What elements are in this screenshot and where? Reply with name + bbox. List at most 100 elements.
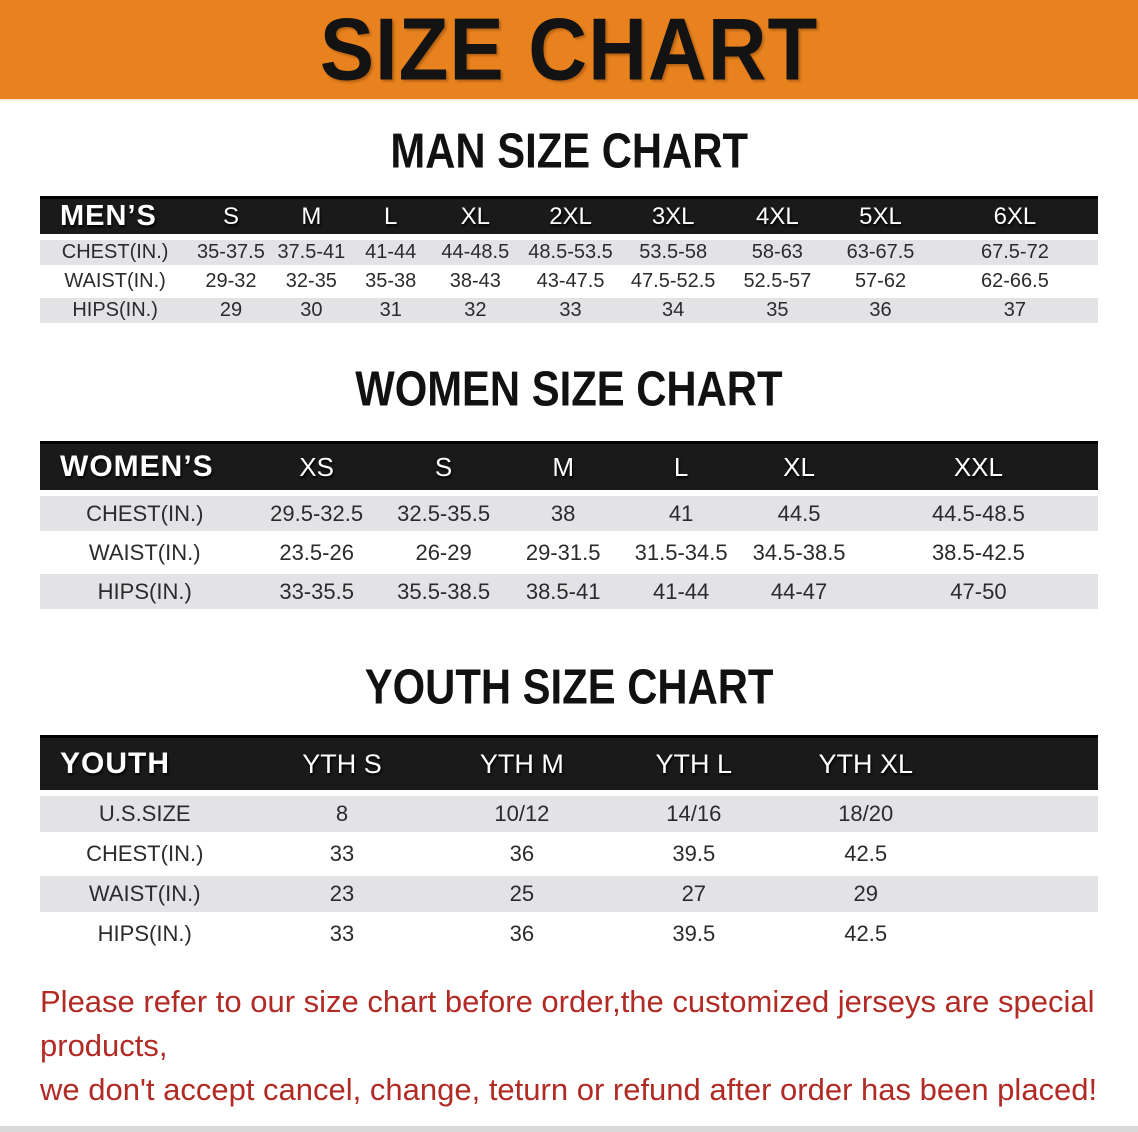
size-cell: 42.5 — [778, 836, 953, 876]
size-cell: 47-50 — [858, 574, 1098, 613]
filler-cell — [953, 876, 1098, 916]
size-cell: 29-31.5 — [503, 535, 623, 574]
size-cell: 35.5-38.5 — [383, 574, 504, 613]
filler-cell — [953, 796, 1098, 836]
size-cell: 33 — [249, 836, 435, 876]
size-cell: 41-44 — [622, 574, 740, 613]
size-cell: 35 — [725, 298, 830, 327]
size-cell: 32.5-35.5 — [383, 496, 504, 535]
women-section-heading: WOMEN SIZE CHART — [355, 362, 783, 417]
table-label: MEN’S — [40, 199, 191, 240]
youth-section-heading: YOUTH SIZE CHART — [364, 660, 774, 715]
row-label: CHEST(IN.) — [40, 836, 250, 876]
size-cell: 58-63 — [725, 240, 830, 269]
size-cell: 33-35.5 — [249, 574, 384, 613]
filler-cell — [953, 836, 1098, 876]
column-header: 3XL — [620, 199, 726, 240]
size-cell: 44-48.5 — [430, 240, 521, 269]
size-cell: 23 — [249, 876, 435, 916]
column-header: M — [271, 199, 352, 240]
youth-size-table: YOUTH YTH S YTH M YTH L YTH XL U.S.SIZE 8 10/1… — [40, 735, 1098, 956]
table-row: WAIST(IN.) 29-32 32-35 35-38 38-43 43-47.5 47.… — [40, 269, 1098, 298]
size-cell: 29-32 — [190, 269, 272, 298]
size-cell: 37 — [931, 298, 1098, 327]
column-header: YTH XL — [778, 738, 953, 796]
size-cell: 27 — [609, 876, 779, 916]
size-cell: 32-35 — [271, 269, 352, 298]
size-cell: 43-47.5 — [520, 269, 621, 298]
size-cell: 44-47 — [739, 574, 859, 613]
size-cell: 23.5-26 — [249, 535, 384, 574]
table-label: WOMEN’S — [40, 444, 250, 496]
youth-header-row: YOUTH YTH S YTH M YTH L YTH XL — [40, 738, 1098, 796]
size-cell: 36 — [434, 916, 610, 956]
size-cell: 39.5 — [609, 916, 779, 956]
size-cell: 36 — [434, 836, 610, 876]
size-cell: 30 — [271, 298, 352, 327]
youth-size-table-wrap: YOUTH YTH S YTH M YTH L YTH XL U.S.SIZE 8 10/1… — [40, 735, 1098, 956]
men-section-heading: MAN SIZE CHART — [390, 124, 748, 179]
filler-cell — [953, 738, 1098, 796]
size-cell: 31 — [351, 298, 431, 327]
table-label: YOUTH — [40, 738, 250, 796]
size-cell: 38.5-41 — [503, 574, 623, 613]
size-cell: 36 — [829, 298, 932, 327]
column-header: 6XL — [931, 199, 1098, 240]
table-row: HIPS(IN.) 29 30 31 32 33 34 35 36 37 — [40, 298, 1098, 327]
size-cell: 39.5 — [609, 836, 779, 876]
size-cell: 44.5-48.5 — [858, 496, 1098, 535]
size-cell: 52.5-57 — [725, 269, 830, 298]
size-cell: 34 — [620, 298, 726, 327]
women-size-table: WOMEN’S XS S M L XL XXL CHEST(IN.) 29.5-32.5 32.… — [40, 441, 1098, 613]
size-cell: 53.5-58 — [620, 240, 726, 269]
column-header: 2XL — [520, 199, 621, 240]
size-cell: 38-43 — [430, 269, 521, 298]
row-label: HIPS(IN.) — [40, 574, 250, 613]
column-header: XXL — [858, 444, 1098, 496]
men-size-table-wrap: MEN’S S M L XL 2XL 3XL 4XL 5XL 6XL CHEST(IN.) 35-3… — [40, 196, 1098, 327]
table-row: U.S.SIZE 8 10/12 14/16 18/20 — [40, 796, 1098, 836]
size-cell: 44.5 — [739, 496, 859, 535]
row-label: CHEST(IN.) — [40, 240, 191, 269]
size-cell: 25 — [434, 876, 610, 916]
size-cell: 26-29 — [383, 535, 504, 574]
size-cell: 29 — [778, 876, 953, 916]
size-cell: 14/16 — [609, 796, 779, 836]
column-header: YTH M — [434, 738, 610, 796]
size-cell: 33 — [249, 916, 435, 956]
row-label: HIPS(IN.) — [40, 298, 191, 327]
disclaimer-line-1: Please refer to our size chart before or… — [40, 984, 1095, 1063]
size-cell: 41 — [622, 496, 740, 535]
column-header: 4XL — [725, 199, 830, 240]
size-chart-banner: SIZE CHART — [0, 0, 1138, 101]
row-label: CHEST(IN.) — [40, 496, 250, 535]
row-label: WAIST(IN.) — [40, 876, 250, 916]
column-header: YTH L — [609, 738, 779, 796]
column-header: S — [190, 199, 272, 240]
disclaimer-note: Please refer to our size chart before or… — [40, 980, 1098, 1112]
size-cell: 38 — [503, 496, 623, 535]
women-header-row: WOMEN’S XS S M L XL XXL — [40, 444, 1098, 496]
size-cell: 47.5-52.5 — [620, 269, 726, 298]
women-size-table-wrap: WOMEN’S XS S M L XL XXL CHEST(IN.) 29.5-32.5 32.… — [40, 441, 1098, 613]
size-cell: 67.5-72 — [931, 240, 1098, 269]
size-cell: 32 — [430, 298, 521, 327]
bottom-edge-strip — [0, 1126, 1138, 1132]
table-row: HIPS(IN.) 33-35.5 35.5-38.5 38.5-41 41-44 44-… — [40, 574, 1098, 613]
column-header: XL — [430, 199, 521, 240]
row-label: WAIST(IN.) — [40, 535, 250, 574]
size-cell: 37.5-41 — [271, 240, 352, 269]
size-cell: 34.5-38.5 — [739, 535, 859, 574]
row-label: HIPS(IN.) — [40, 916, 250, 956]
column-header: XS — [249, 444, 384, 496]
table-row: CHEST(IN.) 35-37.5 37.5-41 41-44 44-48.5 48.5… — [40, 240, 1098, 269]
row-label: WAIST(IN.) — [40, 269, 191, 298]
banner-title: SIZE CHART — [319, 0, 819, 99]
disclaimer-line-2: we don't accept cancel, change, teturn o… — [40, 1072, 1098, 1107]
column-header: 5XL — [829, 199, 932, 240]
size-cell: 29 — [190, 298, 272, 327]
size-cell: 18/20 — [778, 796, 953, 836]
size-cell: 35-38 — [351, 269, 431, 298]
table-row: HIPS(IN.) 33 36 39.5 42.5 — [40, 916, 1098, 956]
row-label: U.S.SIZE — [40, 796, 250, 836]
